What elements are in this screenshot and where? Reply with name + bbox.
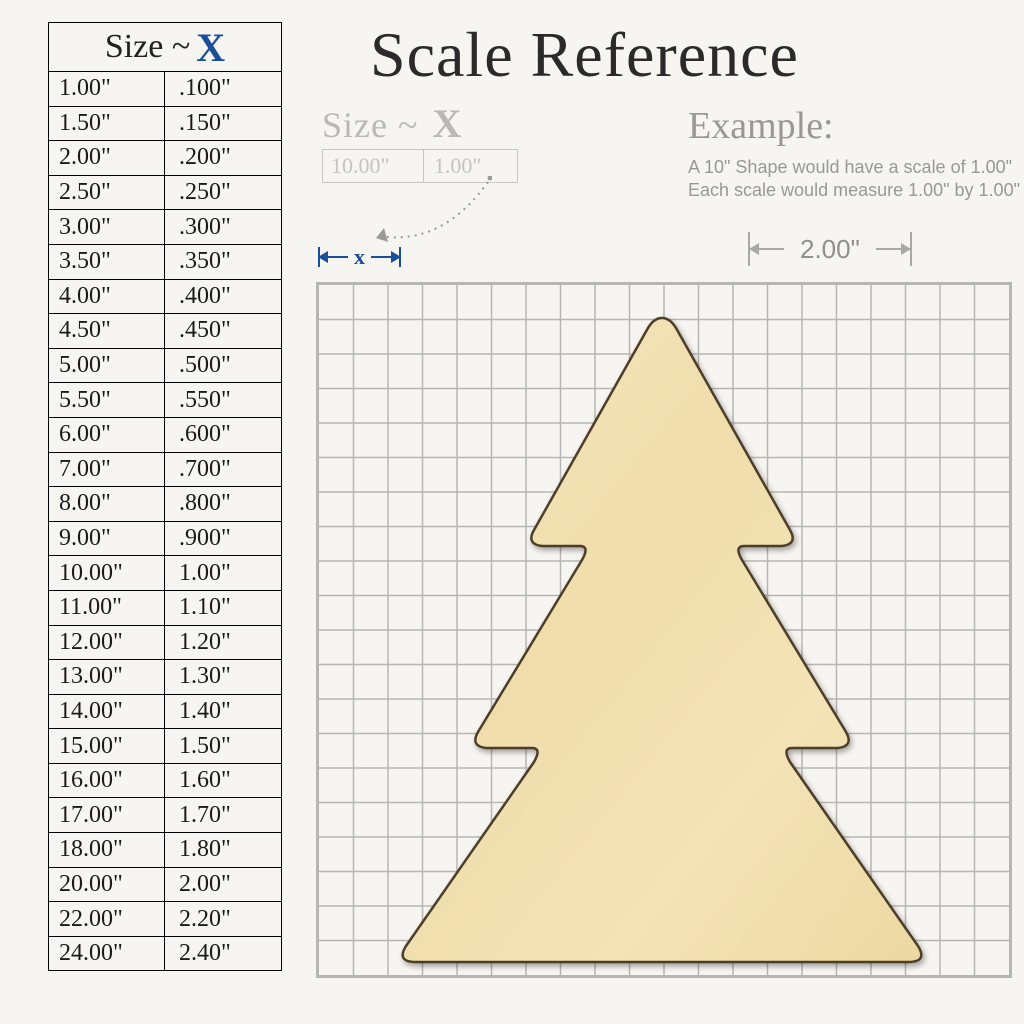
table-row: 12.00"1.20" xyxy=(48,626,282,661)
table-row: 4.00".400" xyxy=(48,280,282,315)
size-header-x: X xyxy=(196,24,225,71)
scale-cell: 1.10" xyxy=(165,591,281,625)
scale-cell: 2.20" xyxy=(165,902,281,936)
page-title: Scale Reference xyxy=(370,18,799,92)
size-cell: 4.50" xyxy=(49,314,165,348)
size-cell: 7.00" xyxy=(49,453,165,487)
scale-cell: .500" xyxy=(165,349,281,383)
table-row: 17.00"1.70" xyxy=(48,798,282,833)
size-cell: 3.50" xyxy=(49,245,165,279)
size-cell: 4.00" xyxy=(49,280,165,314)
table-row: 14.00"1.40" xyxy=(48,695,282,730)
scale-cell: 1.40" xyxy=(165,695,281,729)
size-cell: 10.00" xyxy=(49,556,165,590)
table-row: 2.50".250" xyxy=(48,176,282,211)
size-cell: 5.50" xyxy=(49,383,165,417)
table-row: 16.00"1.60" xyxy=(48,764,282,799)
scale-cell: 1.70" xyxy=(165,798,281,832)
table-row: 9.00".900" xyxy=(48,522,282,557)
scale-cell: .700" xyxy=(165,453,281,487)
scale-cell: .150" xyxy=(165,107,281,141)
size-cell: 14.00" xyxy=(49,695,165,729)
table-row: 13.00"1.30" xyxy=(48,660,282,695)
table-row: 24.00"2.40" xyxy=(48,937,282,972)
scale-cell: 2.00" xyxy=(165,868,281,902)
example-mini-table: Size ~ X 10.00" 1.00" xyxy=(322,100,518,183)
size-cell: 24.00" xyxy=(49,937,165,971)
scale-cell: .450" xyxy=(165,314,281,348)
size-cell: 1.00" xyxy=(49,72,165,106)
size-cell: 6.00" xyxy=(49,418,165,452)
size-header-prefix: Size ~ xyxy=(105,28,190,66)
example-line1: A 10" Shape would have a scale of 1.00" xyxy=(688,156,1020,179)
table-row: 6.00".600" xyxy=(48,418,282,453)
scale-cell: .250" xyxy=(165,176,281,210)
size-cell: 5.00" xyxy=(49,349,165,383)
table-row: 3.00".300" xyxy=(48,210,282,245)
scale-cell: 2.40" xyxy=(165,937,281,971)
table-row: 5.00".500" xyxy=(48,349,282,384)
scale-cell: 1.60" xyxy=(165,764,281,798)
scale-cell: .600" xyxy=(165,418,281,452)
table-row: 18.00"1.80" xyxy=(48,833,282,868)
table-row: 1.00".100" xyxy=(48,72,282,107)
size-cell: 2.50" xyxy=(49,176,165,210)
size-cell: 1.50" xyxy=(49,107,165,141)
tree-shape-icon xyxy=(392,310,932,970)
example-heading: Example: xyxy=(688,104,1020,148)
size-cell: 18.00" xyxy=(49,833,165,867)
size-table-header: Size ~ X xyxy=(48,22,282,72)
size-cell: 9.00" xyxy=(49,522,165,556)
size-cell: 22.00" xyxy=(49,902,165,936)
size-cell: 16.00" xyxy=(49,764,165,798)
table-row: 1.50".150" xyxy=(48,107,282,142)
scale-cell: 1.20" xyxy=(165,626,281,660)
size-cell: 13.00" xyxy=(49,660,165,694)
scale-cell: 1.80" xyxy=(165,833,281,867)
table-row: 7.00".700" xyxy=(48,453,282,488)
table-row: 4.50".450" xyxy=(48,314,282,349)
size-cell: 11.00" xyxy=(49,591,165,625)
example-line2: Each scale would measure 1.00" by 1.00" xyxy=(688,179,1020,202)
size-table: Size ~ X 1.00".100"1.50".150"2.00".200"2… xyxy=(48,22,282,971)
table-row: 11.00"1.10" xyxy=(48,591,282,626)
table-row: 10.00"1.00" xyxy=(48,556,282,591)
scale-width-label: 2.00" xyxy=(800,234,860,265)
table-row: 22.00"2.20" xyxy=(48,902,282,937)
scale-cell: .200" xyxy=(165,141,281,175)
size-cell: 2.00" xyxy=(49,141,165,175)
scale-cell: 1.50" xyxy=(165,729,281,763)
scale-cell: 1.00" xyxy=(165,556,281,590)
table-row: 8.00".800" xyxy=(48,487,282,522)
scale-cell: .100" xyxy=(165,72,281,106)
scale-width-marker: 2.00" xyxy=(748,232,912,266)
scale-cell: 1.30" xyxy=(165,660,281,694)
table-row: 15.00"1.50" xyxy=(48,729,282,764)
scale-cell: .300" xyxy=(165,210,281,244)
scale-cell: .400" xyxy=(165,280,281,314)
table-row: 5.50".550" xyxy=(48,383,282,418)
table-row: 20.00"2.00" xyxy=(48,868,282,903)
x-marker-label: x xyxy=(354,244,365,270)
table-row: 3.50".350" xyxy=(48,245,282,280)
x-dimension-marker: x xyxy=(318,244,401,270)
example-text-block: Example: A 10" Shape would have a scale … xyxy=(688,104,1020,203)
scale-cell: .350" xyxy=(165,245,281,279)
size-cell: 20.00" xyxy=(49,868,165,902)
size-cell: 3.00" xyxy=(49,210,165,244)
scale-cell: .900" xyxy=(165,522,281,556)
table-row: 2.00".200" xyxy=(48,141,282,176)
example-header-x: X xyxy=(432,101,462,146)
size-cell: 17.00" xyxy=(49,798,165,832)
scale-cell: .550" xyxy=(165,383,281,417)
size-cell: 8.00" xyxy=(49,487,165,521)
example-header-prefix: Size ~ xyxy=(322,105,428,145)
size-cell: 15.00" xyxy=(49,729,165,763)
scale-cell: .800" xyxy=(165,487,281,521)
size-cell: 12.00" xyxy=(49,626,165,660)
